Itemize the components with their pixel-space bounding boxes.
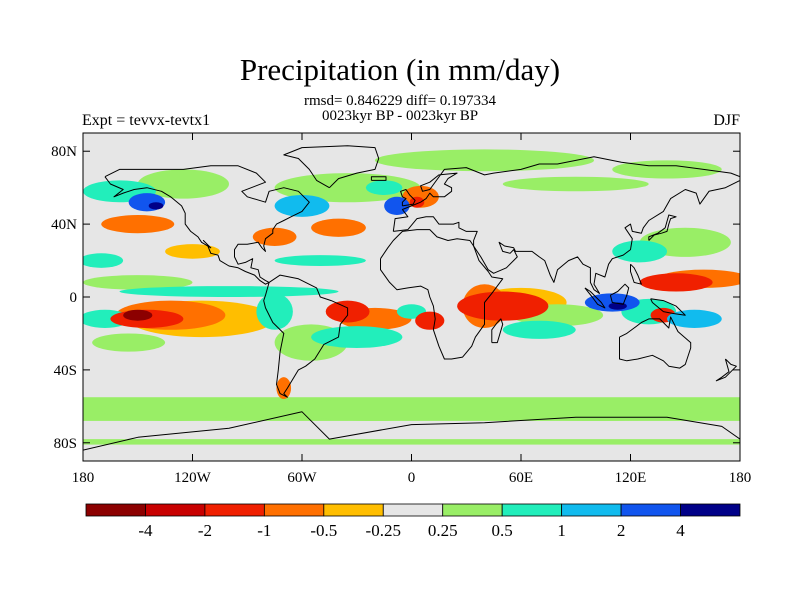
coastline-japan (648, 214, 677, 241)
precip-anomaly-region (375, 149, 594, 172)
precip-anomaly-region (148, 202, 164, 210)
colorbar-label: -2 (198, 521, 212, 540)
coastlines (83, 145, 740, 451)
coastline-south-america (263, 274, 349, 398)
coastline-philippines (630, 263, 642, 285)
precip-anomaly-region (415, 311, 445, 330)
precip-field (83, 149, 740, 445)
coastline-greenland (283, 145, 380, 189)
colorbar-swatch (204, 503, 265, 517)
precip-anomaly-region (123, 309, 153, 321)
y-tick-label: 40S (54, 363, 77, 379)
colorbar-label: 4 (676, 521, 685, 540)
season-label: DJF (713, 112, 740, 129)
y-tick-label: 80S (54, 436, 77, 452)
precip-anomaly-region (252, 227, 297, 246)
colorbar-label: 0.25 (428, 521, 458, 540)
colorbar-label: -1 (257, 521, 271, 540)
colorbar-label: -0.5 (310, 521, 337, 540)
coastline-sumatra (584, 287, 606, 309)
precip-anomaly-region (639, 273, 713, 292)
precip-anomaly-region (365, 180, 403, 195)
colorbar-swatch (323, 503, 384, 517)
y-tick-label: 0 (70, 290, 78, 306)
coastline-australia (619, 316, 692, 369)
precip-anomaly-region (502, 176, 649, 192)
colorbar-swatch (85, 503, 146, 517)
colorbar-swatch (442, 503, 503, 517)
precip-anomaly-region (92, 333, 166, 352)
coastline-borneo (609, 283, 630, 305)
colorbar-swatch (382, 503, 444, 517)
colorbar-swatch (680, 503, 741, 517)
y-tick-label: 80N (51, 144, 77, 160)
map-axes: 80N 40N 0 40S 80S 180 120W 60W 0 60E 120E 180 (51, 132, 752, 486)
precip-anomaly-region (83, 275, 193, 290)
experiment-label: Expt = tevvx-tevtx1 (82, 112, 211, 129)
precip-anomaly-region (384, 196, 410, 215)
plot-title: Precipitation (in mm/day) (239, 52, 561, 87)
coastline-antarctica (83, 411, 740, 451)
precip-anomaly-region (101, 215, 175, 234)
precip-anomaly-region (502, 320, 576, 339)
precip-anomaly-region (311, 218, 366, 237)
precip-anomaly-region (101, 399, 248, 421)
colorbar-swatch (145, 503, 206, 517)
stats-line: rmsd= 0.846229 diff= 0.197334 (303, 93, 497, 109)
coastline-new-guinea (650, 298, 686, 316)
coastline-iceland (370, 176, 387, 181)
colorbar-swatch (501, 503, 563, 517)
x-tick-label: 180 (729, 470, 752, 486)
coastline-greenbritain (400, 189, 416, 207)
colorbar-swatch (561, 503, 622, 517)
stats-block: rmsd= 0.846229 diff= 0.197334 0023kyr BP… (0, 94, 800, 124)
x-tick-label: 0 (408, 470, 416, 486)
map-panel (83, 133, 740, 461)
x-tick-label: 60W (287, 470, 317, 486)
coastline-africa (380, 229, 504, 360)
precip-anomaly-region (119, 286, 339, 297)
colorbar-label: -0.25 (366, 521, 401, 540)
coastline-new-zealand (715, 358, 737, 382)
x-tick-label: 120E (615, 470, 647, 486)
colorbar-label: 0.5 (492, 521, 513, 540)
coastline-north-america (104, 165, 310, 285)
precip-anomaly-region (484, 399, 704, 421)
x-tick-label: 120W (174, 470, 212, 486)
coastline-eurasia (392, 156, 740, 294)
colorbar-swatch (620, 503, 681, 517)
precip-anomaly-region (274, 194, 330, 217)
colorbar-label: 2 (617, 521, 626, 540)
precip-anomaly-region (457, 291, 549, 321)
precip-anomaly-region (612, 240, 667, 263)
coastline-madagascar (491, 318, 504, 344)
precip-anomaly-region (292, 399, 458, 421)
precip-band (83, 439, 740, 445)
colorbar: -4 -2 -1 -0.5 -0.25 0.25 0.5 1 2 4 (85, 503, 741, 540)
precip-anomaly-region (274, 255, 366, 267)
x-tick-label: 180 (72, 470, 95, 486)
precip-anomaly-region (83, 253, 124, 268)
colorbar-label: -4 (138, 521, 153, 540)
precip-anomaly-region (165, 244, 220, 259)
y-tick-label: 40N (51, 217, 77, 233)
precip-anomaly-region (311, 326, 403, 349)
colorbar-swatch (263, 503, 325, 517)
colorbar-label: 1 (557, 521, 566, 540)
x-tick-label: 60E (509, 470, 533, 486)
precip-anomaly-region (256, 293, 293, 330)
subtitle: 0023kyr BP - 0023kyr BP (321, 108, 479, 124)
